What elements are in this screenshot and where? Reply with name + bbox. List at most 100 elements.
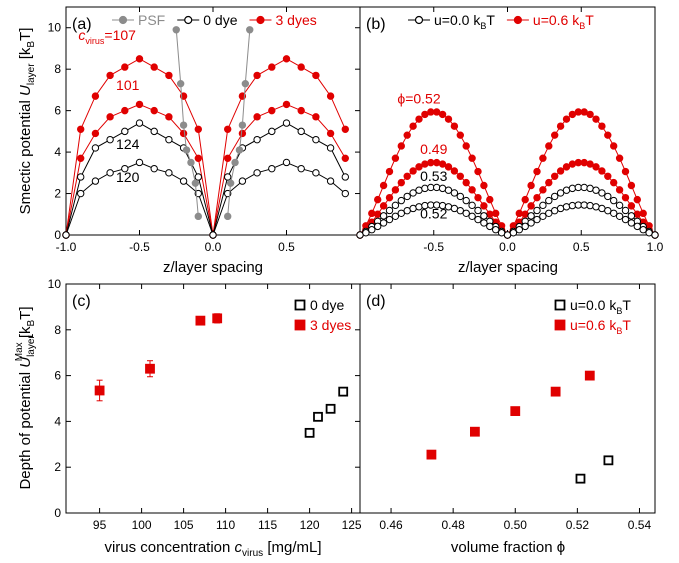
point-a xyxy=(326,144,335,152)
point-a xyxy=(106,169,114,177)
point-a xyxy=(224,154,232,163)
point-b xyxy=(397,142,405,150)
point-b xyxy=(586,110,594,119)
point-b xyxy=(556,189,565,197)
point-a xyxy=(253,135,261,144)
point-a xyxy=(91,144,100,152)
x-tick-label-d: 0.52 xyxy=(566,518,590,532)
point-b xyxy=(598,122,606,130)
legend-marker-a xyxy=(118,15,128,25)
point-a xyxy=(297,127,305,136)
point-a xyxy=(297,164,305,173)
panel-a: -1.0 -0.5 0.0 0.5 0 2 4 6 8 10 (a) PSF 0 dye 3 dyes cv… xyxy=(48,6,361,254)
point-b xyxy=(545,196,553,205)
point-b xyxy=(462,178,470,187)
point-a xyxy=(121,63,129,71)
legend-marker-c xyxy=(294,319,306,331)
axis-titles: z/layer spacing z/layer spacing virus conc… xyxy=(14,28,565,559)
point-d xyxy=(550,386,561,397)
point-a xyxy=(179,177,188,185)
annotation-b: 0.52 xyxy=(420,205,447,221)
point-b xyxy=(474,167,482,176)
point-b xyxy=(615,212,624,220)
point-b xyxy=(551,172,559,180)
point-b xyxy=(633,210,641,218)
point-b xyxy=(474,206,482,215)
point-a xyxy=(176,79,185,88)
point-a xyxy=(165,71,173,80)
legend-label-a: 3 dyes xyxy=(275,12,316,28)
y-axis-title-c: Depth of potential UlayerMax [kBT] xyxy=(14,306,37,489)
point-b xyxy=(368,209,376,218)
point-b xyxy=(562,203,571,211)
point-b xyxy=(474,193,482,202)
point-b xyxy=(556,122,565,130)
point-b xyxy=(580,158,588,167)
point-b xyxy=(586,160,594,168)
point-b xyxy=(527,202,535,210)
point-b xyxy=(456,131,464,139)
y-tick-label-c: 0 xyxy=(54,506,61,520)
point-b xyxy=(385,215,394,224)
point-b xyxy=(409,122,417,130)
point-a xyxy=(326,177,335,185)
point-b xyxy=(480,181,488,190)
point-a xyxy=(194,212,203,221)
point-b xyxy=(480,219,488,227)
annotation-b: ϕ=0.52 xyxy=(397,90,440,106)
point-a xyxy=(179,129,188,138)
point-a xyxy=(246,26,254,34)
point-a xyxy=(91,92,100,100)
panel-b: -0.5 0.0 0.5 1.0 (b) u=0.0 kBT u=0.6 kBT ϕ=0.52… xyxy=(356,6,664,254)
point-a xyxy=(77,173,85,181)
point-b xyxy=(456,192,464,201)
point-b xyxy=(391,201,400,210)
point-b xyxy=(403,131,411,139)
point-b xyxy=(521,195,529,204)
series-d-0 xyxy=(575,455,614,484)
point-a xyxy=(194,154,203,163)
point-b xyxy=(444,115,453,123)
point-a xyxy=(224,173,232,181)
x-tick-label-c: 110 xyxy=(216,518,235,532)
point-c xyxy=(325,403,336,414)
point-b xyxy=(568,201,577,210)
point-b xyxy=(444,163,453,171)
point-b xyxy=(580,183,588,192)
point-a xyxy=(121,106,129,115)
point-b xyxy=(433,183,441,192)
point-b xyxy=(592,186,600,194)
series-a-0 xyxy=(62,55,349,239)
y-axis-title-a: Smectic potential Ulayer [kBT] xyxy=(17,28,37,215)
y-tick-label-c: 2 xyxy=(54,460,61,474)
point-a xyxy=(182,146,191,154)
point-a xyxy=(241,79,250,88)
x-tick-label-c: 125 xyxy=(342,518,362,532)
point-b xyxy=(562,115,571,123)
x-tick-label-a: -0.5 xyxy=(129,240,150,254)
point-a xyxy=(191,179,200,187)
point-b xyxy=(486,222,494,231)
legend-marker-b xyxy=(414,15,424,25)
point-b xyxy=(403,192,411,201)
point-b xyxy=(598,189,606,197)
point-a xyxy=(282,55,291,63)
point-b xyxy=(462,196,470,205)
point-b xyxy=(621,215,630,224)
legend-label-a: PSF xyxy=(138,12,165,28)
point-d xyxy=(469,426,480,437)
point-b xyxy=(545,178,553,187)
point-b xyxy=(598,167,606,175)
point-b xyxy=(433,158,441,167)
point-b xyxy=(604,206,612,215)
point-b xyxy=(397,178,405,187)
point-a xyxy=(341,189,349,198)
legend-label-b: u=0.6 kBT xyxy=(533,12,594,31)
series-line-a-0 xyxy=(65,58,346,236)
point-a xyxy=(165,113,173,121)
point-b xyxy=(627,219,636,227)
point-b xyxy=(592,163,600,171)
x-tick-label-b: 1.0 xyxy=(647,240,664,254)
point-c xyxy=(94,385,105,396)
